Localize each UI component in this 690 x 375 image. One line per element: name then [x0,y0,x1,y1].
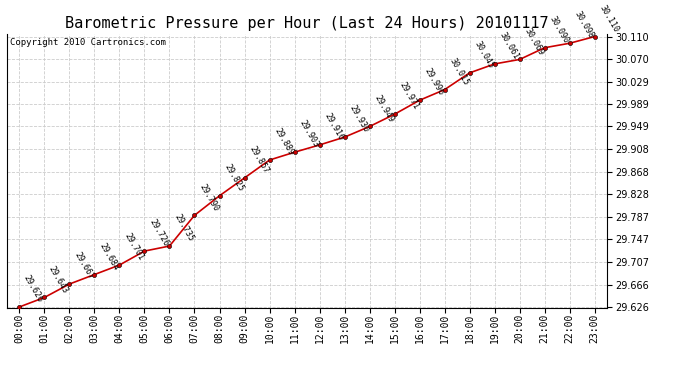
Text: 29.916: 29.916 [322,112,345,142]
Text: 29.949: 29.949 [373,93,395,124]
Text: 29.889: 29.889 [273,127,295,157]
Text: 29.667: 29.667 [72,251,95,281]
Text: 30.098: 30.098 [573,10,595,40]
Text: 29.971: 29.971 [397,81,420,111]
Text: 30.015: 30.015 [447,56,470,87]
Text: 29.903: 29.903 [297,119,320,149]
Title: Barometric Pressure per Hour (Last 24 Hours) 20101117: Barometric Pressure per Hour (Last 24 Ho… [66,16,549,31]
Text: 29.701: 29.701 [122,232,145,262]
Text: 30.045: 30.045 [473,40,495,70]
Text: Copyright 2010 Cartronics.com: Copyright 2010 Cartronics.com [10,38,166,47]
Text: 29.726: 29.726 [147,218,170,248]
Text: 30.090: 30.090 [547,15,570,45]
Text: 29.643: 29.643 [47,264,70,295]
Text: 30.110: 30.110 [598,3,620,34]
Text: 29.996: 29.996 [422,67,445,98]
Text: 29.626: 29.626 [22,274,45,304]
Text: 29.790: 29.790 [197,182,220,213]
Text: 29.857: 29.857 [247,145,270,175]
Text: 30.061: 30.061 [497,31,520,61]
Text: 29.684: 29.684 [97,241,120,272]
Text: 29.735: 29.735 [172,213,195,243]
Text: 30.069: 30.069 [522,26,545,57]
Text: 29.825: 29.825 [222,162,245,193]
Text: 29.930: 29.930 [347,104,370,134]
